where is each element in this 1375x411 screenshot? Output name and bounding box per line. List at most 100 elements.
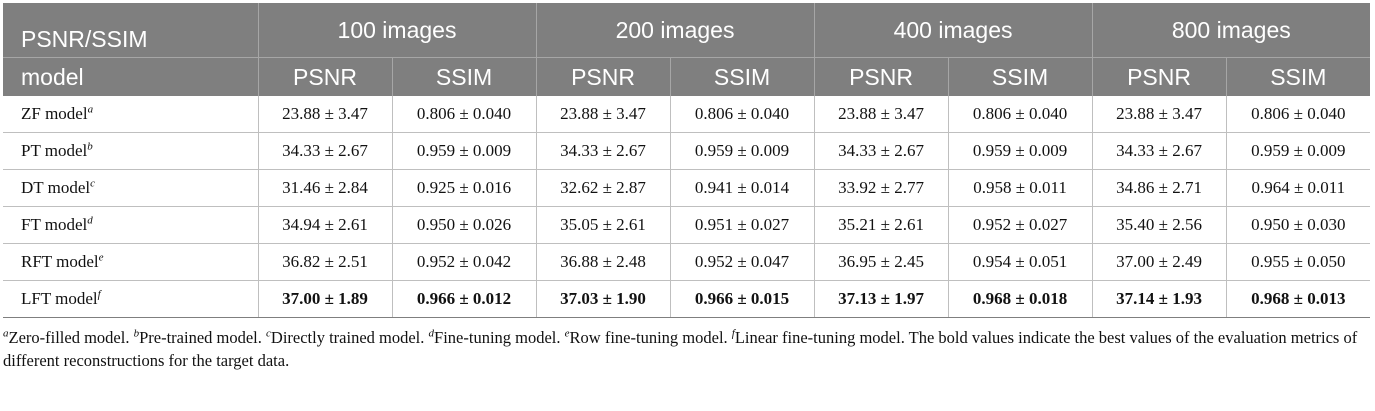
table-row: FT modeld 34.94 ± 2.61 0.950 ± 0.026 35.05 …: [3, 206, 1371, 244]
psnr-value-cell: 37.14 ± 1.93: [1092, 280, 1227, 318]
metric-header-ssim: SSIM: [1226, 57, 1371, 96]
psnr-value-cell: 34.94 ± 2.61: [258, 206, 393, 244]
ssim-value-cell: 0.959 ± 0.009: [1226, 132, 1371, 170]
metric-header-psnr: PSNR: [814, 57, 949, 96]
ssim-value-cell: 0.959 ± 0.009: [392, 132, 537, 170]
footnote-marker: c: [90, 177, 95, 190]
table-row: DT modelc 31.46 ± 2.84 0.925 ± 0.016 32.62 …: [3, 169, 1371, 207]
metric-header-psnr: PSNR: [1092, 57, 1227, 96]
footnote-marker: f: [97, 288, 101, 301]
ssim-value-cell: 0.950 ± 0.026: [392, 206, 537, 244]
model-name-cell: DT modelc: [3, 169, 259, 207]
ssim-value-cell: 0.806 ± 0.040: [670, 96, 815, 133]
ssim-value-cell: 0.964 ± 0.011: [1226, 169, 1371, 207]
ssim-value-cell: 0.968 ± 0.018: [948, 280, 1093, 318]
metric-header-ssim: SSIM: [670, 57, 815, 96]
table-row: LFT modelf 37.00 ± 1.89 0.966 ± 0.012 37.03…: [3, 280, 1371, 318]
ssim-value-cell: 0.955 ± 0.050: [1226, 243, 1371, 281]
model-name-cell: LFT modelf: [3, 280, 259, 318]
footnote-marker: e: [564, 327, 570, 340]
psnr-value-cell: 34.33 ± 2.67: [536, 132, 671, 170]
psnr-value-cell: 23.88 ± 3.47: [814, 96, 949, 133]
table-row: PT modelb 34.33 ± 2.67 0.959 ± 0.009 34.33 …: [3, 132, 1371, 170]
metric-header-ssim: SSIM: [948, 57, 1093, 96]
model-name-cell: ZF modela: [3, 96, 259, 133]
group-header: 100 images: [258, 3, 537, 58]
ssim-value-cell: 0.959 ± 0.009: [670, 132, 815, 170]
footnote-marker: d: [428, 327, 435, 340]
ssim-value-cell: 0.966 ± 0.012: [392, 280, 537, 318]
results-table: PSNR/SSIM 100 images 200 images 400 imag…: [3, 3, 1371, 318]
footnote-text: Zero-filled model.: [8, 328, 134, 347]
corner-label-top: PSNR/SSIM: [3, 3, 259, 58]
table-footnotes: aZero-filled model. bPre-trained model. …: [3, 326, 1370, 372]
footnote-marker: a: [87, 103, 94, 116]
psnr-value-cell: 23.88 ± 3.47: [536, 96, 671, 133]
model-name-cell: FT modeld: [3, 206, 259, 244]
ssim-value-cell: 0.952 ± 0.042: [392, 243, 537, 281]
psnr-value-cell: 23.88 ± 3.47: [258, 96, 393, 133]
metric-header-psnr: PSNR: [258, 57, 393, 96]
footnote-text: Directly trained model.: [270, 328, 429, 347]
model-name: LFT model: [21, 289, 98, 308]
table-header: PSNR/SSIM 100 images 200 images 400 imag…: [3, 3, 1371, 96]
footnote-text: Fine-tuning model.: [434, 328, 565, 347]
psnr-value-cell: 34.86 ± 2.71: [1092, 169, 1227, 207]
ssim-value-cell: 0.925 ± 0.016: [392, 169, 537, 207]
ssim-value-cell: 0.950 ± 0.030: [1226, 206, 1371, 244]
ssim-value-cell: 0.941 ± 0.014: [670, 169, 815, 207]
group-header: 200 images: [536, 3, 815, 58]
footnote-marker: b: [87, 140, 93, 153]
ssim-value-cell: 0.806 ± 0.040: [392, 96, 537, 133]
psnr-value-cell: 35.21 ± 2.61: [814, 206, 949, 244]
model-name: ZF model: [21, 104, 88, 123]
footnote-text: Pre-trained model.: [139, 328, 267, 347]
ssim-value-cell: 0.958 ± 0.011: [948, 169, 1093, 207]
footnote-marker: f: [731, 327, 735, 340]
psnr-value-cell: 37.00 ± 1.89: [258, 280, 393, 318]
psnr-value-cell: 31.46 ± 2.84: [258, 169, 393, 207]
model-name: RFT model: [21, 252, 99, 271]
table-container: PSNR/SSIM 100 images 200 images 400 imag…: [3, 3, 1371, 372]
ssim-value-cell: 0.951 ± 0.027: [670, 206, 815, 244]
ssim-value-cell: 0.959 ± 0.009: [948, 132, 1093, 170]
psnr-value-cell: 34.33 ± 2.67: [258, 132, 393, 170]
ssim-value-cell: 0.952 ± 0.047: [670, 243, 815, 281]
psnr-value-cell: 35.40 ± 2.56: [1092, 206, 1227, 244]
psnr-value-cell: 37.00 ± 2.49: [1092, 243, 1227, 281]
psnr-value-cell: 37.03 ± 1.90: [536, 280, 671, 318]
psnr-value-cell: 36.88 ± 2.48: [536, 243, 671, 281]
footnote-marker: b: [133, 327, 140, 340]
ssim-value-cell: 0.806 ± 0.040: [948, 96, 1093, 133]
model-name: FT model: [21, 215, 88, 234]
model-name: PT model: [21, 141, 88, 160]
corner-label-bottom: model: [3, 57, 259, 96]
psnr-value-cell: 36.82 ± 2.51: [258, 243, 393, 281]
psnr-value-cell: 34.33 ± 2.67: [1092, 132, 1227, 170]
model-name-cell: RFT modele: [3, 243, 259, 281]
model-name-cell: PT modelb: [3, 132, 259, 170]
psnr-value-cell: 33.92 ± 2.77: [814, 169, 949, 207]
table-body: ZF modela 23.88 ± 3.47 0.806 ± 0.040 23.88 …: [3, 96, 1371, 318]
psnr-value-cell: 34.33 ± 2.67: [814, 132, 949, 170]
psnr-value-cell: 23.88 ± 3.47: [1092, 96, 1227, 133]
psnr-value-cell: 37.13 ± 1.97: [814, 280, 949, 318]
ssim-value-cell: 0.968 ± 0.013: [1226, 280, 1371, 318]
model-name: DT model: [21, 178, 91, 197]
footnote-marker: e: [98, 251, 104, 264]
psnr-value-cell: 36.95 ± 2.45: [814, 243, 949, 281]
footnote-text: Row fine-tuning model.: [569, 328, 732, 347]
psnr-value-cell: 32.62 ± 2.87: [536, 169, 671, 207]
footnote-marker: d: [87, 214, 93, 227]
footnote-marker: c: [266, 327, 271, 340]
ssim-value-cell: 0.806 ± 0.040: [1226, 96, 1371, 133]
ssim-value-cell: 0.952 ± 0.027: [948, 206, 1093, 244]
metric-header-ssim: SSIM: [392, 57, 537, 96]
metric-header-psnr: PSNR: [536, 57, 671, 96]
table-row: RFT modele 36.82 ± 2.51 0.952 ± 0.042 36.88…: [3, 243, 1371, 281]
group-header: 800 images: [1092, 3, 1371, 58]
footnote-marker: a: [3, 327, 9, 340]
ssim-value-cell: 0.966 ± 0.015: [670, 280, 815, 318]
table-row: ZF modela 23.88 ± 3.47 0.806 ± 0.040 23.88 …: [3, 96, 1371, 133]
ssim-value-cell: 0.954 ± 0.051: [948, 243, 1093, 281]
